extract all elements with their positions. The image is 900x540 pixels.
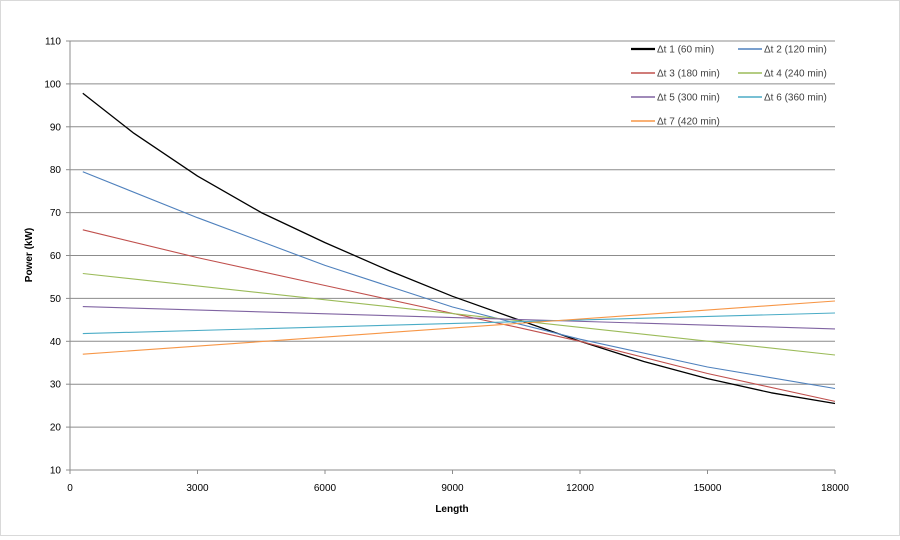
x-tick-labels: 0 3000 6000 9000 12000 15000 18000	[67, 483, 849, 494]
y-tick-label: 20	[50, 423, 62, 434]
gridlines	[66, 40, 835, 471]
series-line-7	[82, 300, 836, 355]
y-tick-label: 70	[50, 208, 62, 219]
y-tick-labels: 10 20 30 40 50 60 70 80 90 100 110	[44, 37, 61, 477]
y-tick-label: 50	[50, 294, 62, 305]
y-tick-label: 110	[45, 37, 61, 48]
legend-label-6: Δt 6 (360 min)	[764, 93, 827, 104]
y-tick-label: 90	[50, 122, 62, 133]
series-line-2	[82, 171, 836, 390]
x-tick-label: 6000	[314, 483, 337, 494]
legend: Δt 1 (60 min) Δt 2 (120 min) Δt 3 (180 min…	[631, 45, 827, 128]
x-tick-label: 18000	[821, 483, 849, 494]
y-tick-label: 30	[50, 380, 62, 391]
x-tick-label: 15000	[694, 483, 722, 494]
legend-label-3: Δt 3 (180 min)	[657, 69, 720, 80]
x-tick-label: 12000	[566, 483, 594, 494]
x-tick-label: 0	[67, 483, 73, 494]
x-axis-title: Length	[435, 504, 468, 515]
legend-label-2: Δt 2 (120 min)	[764, 45, 827, 56]
legend-label-7: Δt 7 (420 min)	[657, 117, 720, 128]
y-axis-title: Power (kW)	[24, 228, 35, 282]
y-tick-label: 10	[50, 466, 62, 477]
y-tick-label: 100	[44, 79, 61, 90]
y-tick-label: 40	[50, 337, 62, 348]
y-tick-label: 60	[50, 251, 62, 262]
axes	[69, 41, 836, 474]
series-line-6	[82, 312, 836, 335]
legend-label-1: Δt 1 (60 min)	[657, 45, 714, 56]
x-tick-label: 3000	[186, 483, 209, 494]
legend-label-4: Δt 4 (240 min)	[764, 69, 827, 80]
series-line-5	[82, 306, 836, 330]
series-line-1	[82, 92, 836, 405]
x-tick-label: 9000	[441, 483, 464, 494]
y-tick-label: 80	[50, 165, 62, 176]
series-lines	[82, 92, 836, 405]
legend-label-5: Δt 5 (300 min)	[657, 93, 720, 104]
series-line-4	[82, 272, 836, 356]
series-line-3	[82, 229, 836, 402]
